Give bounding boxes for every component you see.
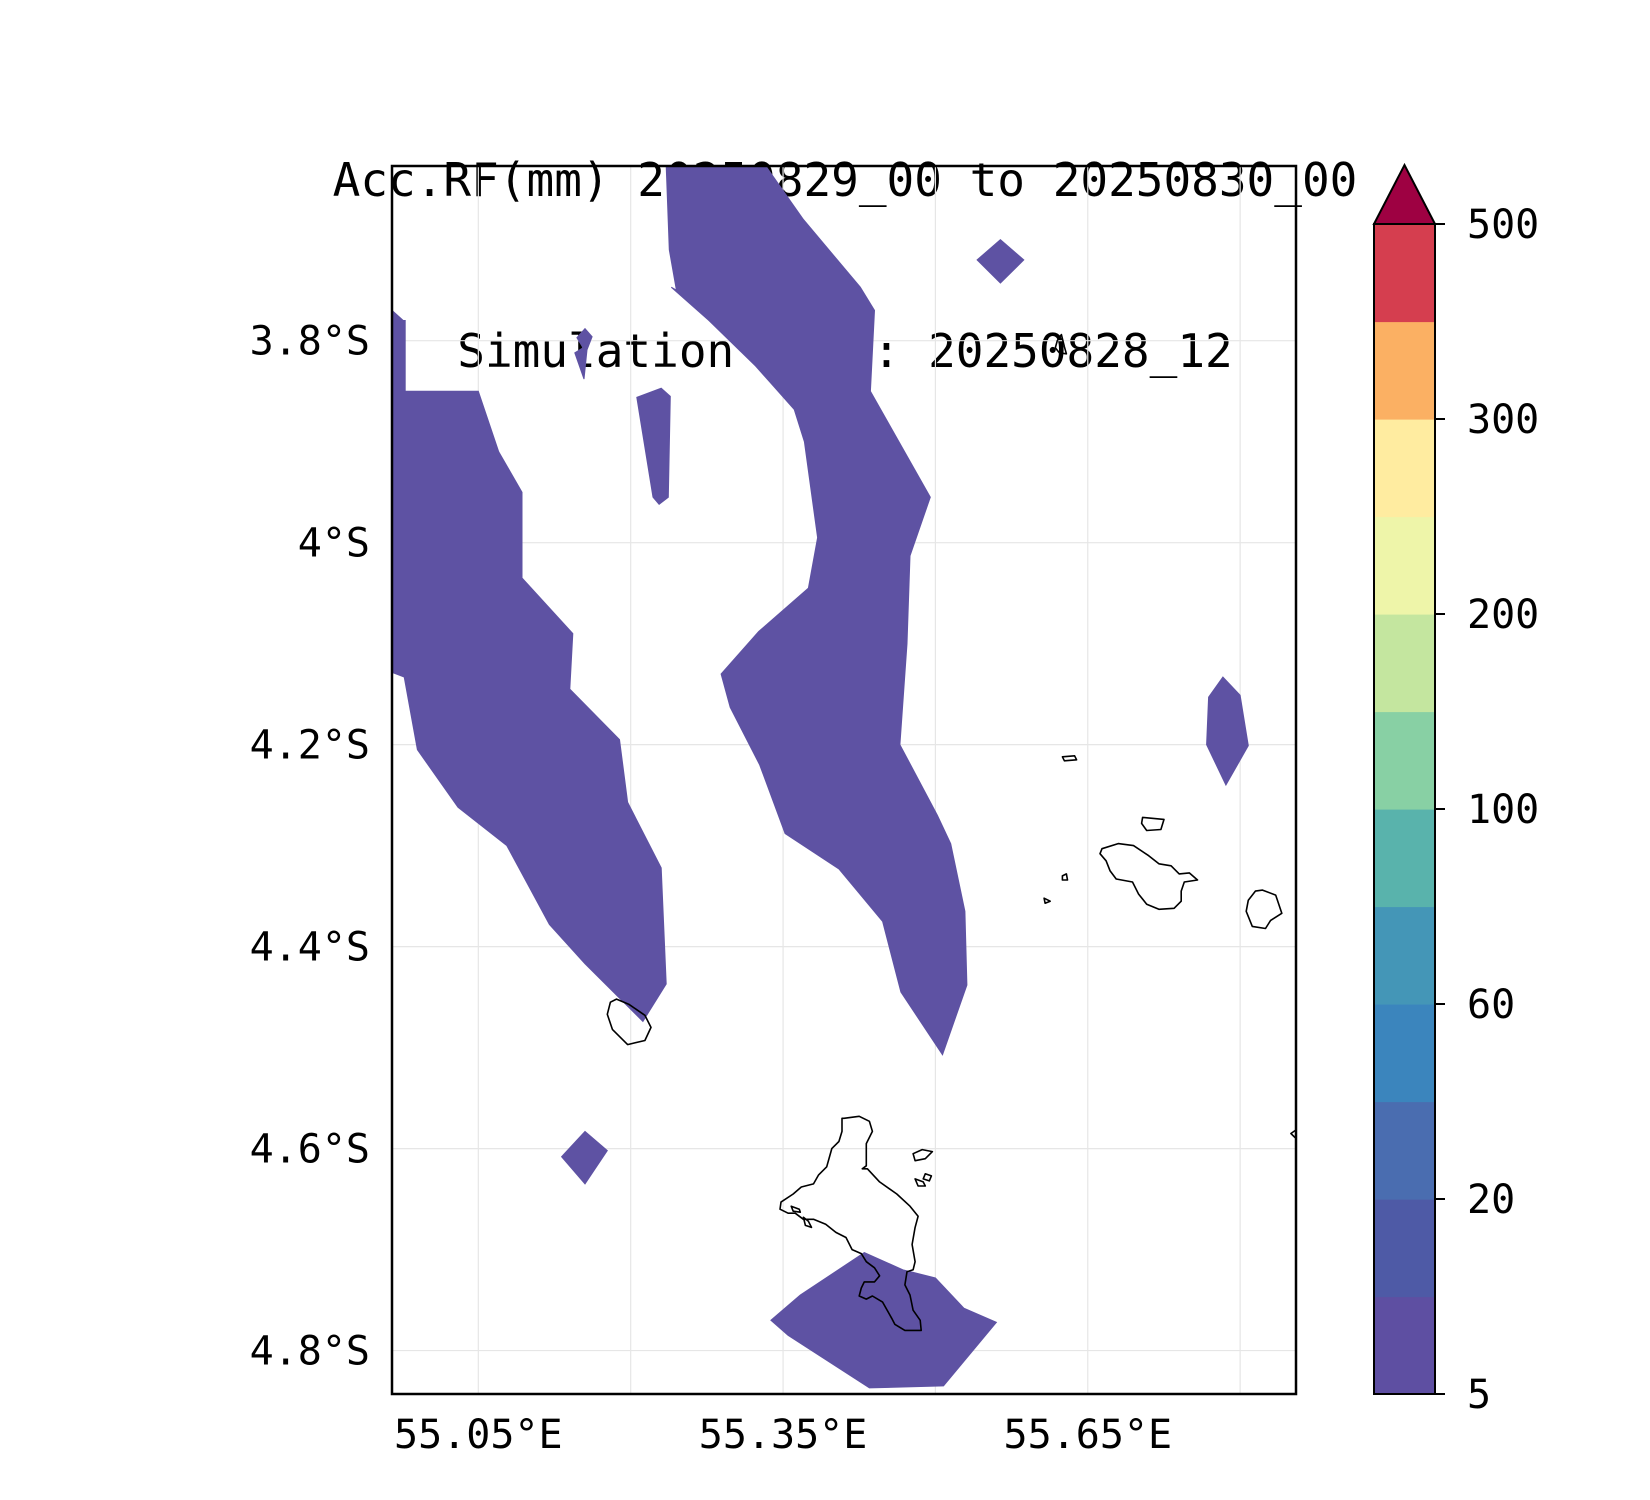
lon-tick-label: 55.35°E [699,1412,868,1458]
colorbar-tick-label: 500 [1467,202,1539,248]
rain-area-north-islet-2 [636,387,671,505]
colorbar-segment [1374,321,1435,420]
lon-tick-label: 55.05°E [394,1412,563,1458]
longitude-tick-labels: 55.05°E 55.35°E 55.65°E [394,1412,1172,1458]
colorbar-segment [1374,614,1435,713]
coastline-islet-c [1061,873,1069,881]
coastline-silhouette [606,998,652,1046]
coastline-islet-b [1061,754,1078,762]
coastline-islet-e [1303,836,1309,852]
coastline-curieuse [1140,816,1165,832]
colorbar-segment [1374,516,1435,615]
colorbar-segment [1374,224,1435,323]
rain-area-mahe-south-area [770,1252,998,1389]
colorbar-segment [1374,419,1435,518]
coastlines [606,333,1365,1332]
rain-area-east-islet [1206,676,1249,787]
map-frame [390,164,1298,1396]
coastline-praslin [1099,842,1199,911]
coastline-islet-f [1308,863,1323,882]
coastline-mahe-islet-3 [922,1173,933,1182]
rain-area-northeast-islet [976,239,1025,284]
colorbar-segment [1374,1101,1435,1200]
lat-tick-label: 3.8°S [250,319,370,365]
rain-area-west-edge-strip [392,309,405,392]
rain-area-north-islet-1 [574,327,593,380]
colorbar-tick-label: 300 [1467,397,1539,443]
rain-area-southwest-islet [560,1130,608,1185]
lon-tick-label: 55.65°E [1003,1412,1172,1458]
colorbar-tick-label: 60 [1467,982,1515,1028]
coastline-mahe-islet-4 [790,1205,802,1213]
coastline-islet-g [1359,879,1365,892]
colorbar-tick-label: 20 [1467,1177,1515,1223]
colorbar-segment [1374,1296,1435,1395]
map-title: Acc.RF(mm) 20250829_00 to 20250830_00 Si… [0,38,1650,437]
rain-area-central-band [665,166,968,1056]
colorbar-segment [1374,711,1435,810]
coastline-mahe [779,1115,923,1332]
coastline-east-edge-islet [1290,1128,1296,1140]
colorbar-tick-label: 100 [1467,787,1539,833]
coastline-islet-a [1054,333,1068,355]
lat-tick-label: 4.4°S [250,925,370,971]
latitude-tick-labels: 3.8°S 4°S 4.2°S 4.4°S 4.6°S 4.8°S [250,319,370,1375]
lat-tick-label: 4.8°S [250,1329,370,1375]
colorbar-extend-arrow [1372,162,1437,225]
colorbar-tick-label: 200 [1467,592,1539,638]
coastline-la-digue [1245,889,1283,930]
title-line-1: Acc.RF(mm) 20250829_00 to 20250830_00 [332,153,1358,207]
lat-tick-label: 4.2°S [250,723,370,769]
rainfall-areas [392,166,1249,1389]
lat-tick-label: 4°S [298,521,370,567]
colorbar-tick-label: 5 [1467,1372,1491,1418]
colorbar-segment [1374,1199,1435,1298]
colorbar-segment [1374,906,1435,1005]
colorbar-segment [1374,1004,1435,1103]
colorbar-segment [1374,809,1435,908]
coastline-mahe-islet-2 [914,1178,927,1187]
rain-area-west-band [392,390,667,1023]
coastline-islet-d [1043,897,1051,905]
colorbar: 5 20 60 100 200 300 500 [1372,162,1539,1418]
coastline-mahe-islet-1 [912,1148,934,1162]
coastline-mahe-islet-5 [802,1216,813,1229]
lat-tick-label: 4.6°S [250,1127,370,1173]
